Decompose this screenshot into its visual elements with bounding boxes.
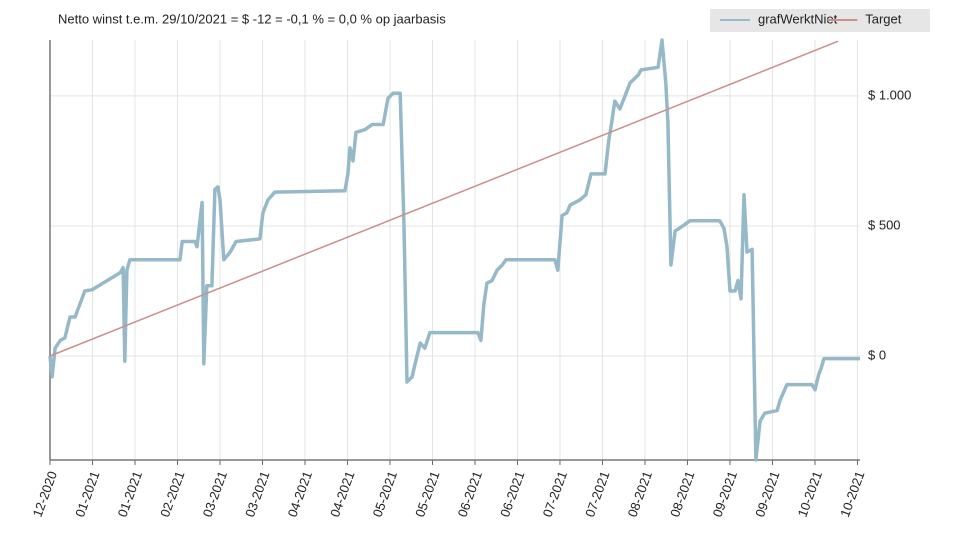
x-tick-label: 01-2021	[115, 469, 145, 519]
x-tick-label: 10-2021	[837, 469, 867, 519]
x-tick-label: 08-2021	[667, 469, 697, 519]
x-tick-label: 01-2021	[72, 469, 102, 519]
y-tick-label: $ 500	[868, 217, 901, 232]
x-tick-label: 04-2021	[327, 469, 357, 519]
series-line	[49, 40, 839, 357]
legend-label: grafWerktNiet	[758, 11, 838, 26]
x-tick-label: 07-2021	[540, 469, 570, 519]
legend-box	[710, 9, 930, 32]
x-tick-label: 07-2021	[582, 469, 612, 519]
x-tick-label: 06-2021	[455, 469, 485, 519]
x-tick-label: 04-2021	[285, 469, 315, 519]
x-tick-label: 09-2021	[710, 469, 740, 519]
x-tick-label: 09-2021	[752, 469, 782, 519]
series-line	[48, 38, 860, 462]
chart-title: Netto winst t.e.m. 29/10/2021 = $ -12 = …	[58, 11, 446, 26]
x-tick-label: 06-2021	[497, 469, 527, 519]
x-tick-label: 03-2021	[200, 469, 230, 519]
y-tick-label: $ 1.000	[868, 87, 911, 102]
x-tick-label: 12-2020	[30, 469, 60, 519]
x-tick-label: 05-2021	[412, 469, 442, 519]
x-tick-label: 08-2021	[625, 469, 655, 519]
x-tick-label: 03-2021	[242, 469, 272, 519]
x-tick-label: 10-2021	[795, 469, 825, 519]
legend-label: Target	[865, 11, 902, 26]
x-tick-label: 02-2021	[157, 469, 187, 519]
x-tick-label: 05-2021	[370, 469, 400, 519]
y-tick-label: $ 0	[868, 347, 886, 362]
